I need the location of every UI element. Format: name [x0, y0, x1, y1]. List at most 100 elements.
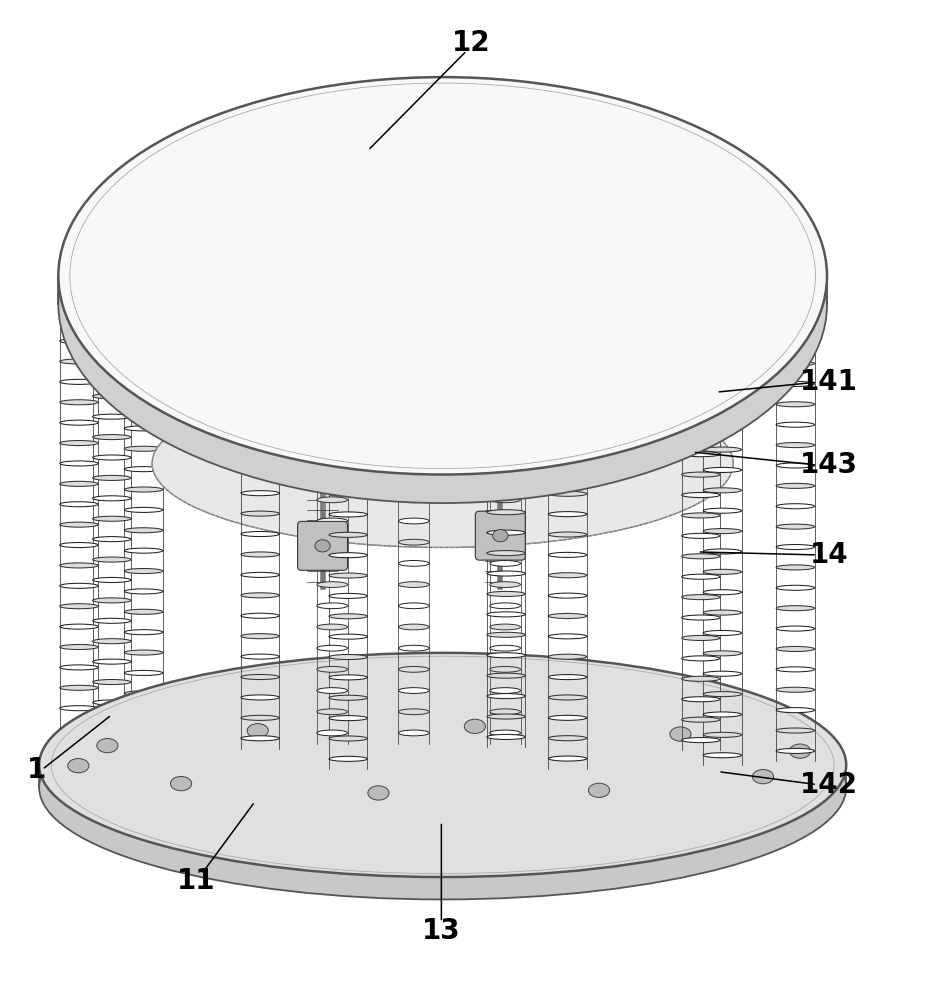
Ellipse shape	[489, 688, 521, 693]
Ellipse shape	[548, 512, 587, 517]
Ellipse shape	[317, 539, 348, 545]
Text: 11: 11	[177, 867, 216, 895]
Ellipse shape	[124, 385, 163, 390]
Ellipse shape	[776, 422, 815, 427]
Ellipse shape	[776, 544, 815, 550]
Ellipse shape	[776, 524, 815, 529]
Ellipse shape	[59, 604, 98, 609]
Ellipse shape	[703, 590, 741, 595]
Ellipse shape	[92, 720, 131, 725]
Ellipse shape	[489, 603, 521, 609]
Ellipse shape	[682, 513, 720, 518]
Ellipse shape	[92, 741, 131, 746]
Ellipse shape	[776, 687, 815, 692]
Ellipse shape	[59, 318, 98, 323]
Ellipse shape	[489, 624, 521, 630]
Ellipse shape	[124, 548, 163, 553]
Ellipse shape	[317, 327, 348, 333]
Ellipse shape	[240, 695, 279, 700]
Ellipse shape	[548, 654, 587, 659]
Ellipse shape	[776, 585, 815, 590]
Ellipse shape	[124, 630, 163, 635]
Ellipse shape	[240, 491, 279, 496]
Ellipse shape	[240, 572, 279, 577]
Ellipse shape	[548, 532, 587, 537]
Ellipse shape	[124, 344, 163, 349]
Ellipse shape	[329, 675, 368, 680]
Ellipse shape	[682, 656, 720, 661]
Ellipse shape	[240, 389, 279, 394]
Ellipse shape	[548, 634, 587, 639]
Ellipse shape	[489, 455, 521, 460]
Ellipse shape	[92, 680, 131, 685]
Ellipse shape	[317, 433, 348, 439]
Ellipse shape	[124, 589, 163, 594]
Ellipse shape	[92, 618, 131, 623]
Ellipse shape	[124, 467, 163, 472]
Ellipse shape	[124, 691, 163, 696]
Ellipse shape	[317, 497, 348, 503]
Ellipse shape	[317, 645, 348, 651]
Ellipse shape	[59, 624, 98, 629]
Ellipse shape	[399, 582, 429, 587]
Ellipse shape	[124, 426, 163, 431]
Ellipse shape	[240, 552, 279, 557]
Ellipse shape	[329, 736, 368, 741]
Ellipse shape	[399, 560, 429, 566]
Ellipse shape	[59, 420, 98, 425]
Ellipse shape	[329, 614, 368, 619]
Ellipse shape	[548, 756, 587, 761]
Ellipse shape	[329, 716, 368, 721]
Ellipse shape	[92, 659, 131, 664]
Ellipse shape	[124, 752, 163, 757]
Ellipse shape	[548, 369, 587, 374]
Ellipse shape	[487, 530, 525, 535]
Ellipse shape	[776, 565, 815, 570]
Ellipse shape	[703, 508, 741, 513]
Ellipse shape	[399, 327, 429, 333]
Ellipse shape	[399, 624, 429, 630]
Ellipse shape	[124, 609, 163, 614]
Ellipse shape	[703, 651, 741, 656]
Ellipse shape	[325, 381, 339, 391]
Ellipse shape	[548, 389, 587, 394]
Ellipse shape	[489, 666, 521, 672]
Ellipse shape	[39, 675, 846, 899]
FancyBboxPatch shape	[298, 521, 348, 570]
Text: 13: 13	[422, 917, 461, 945]
Ellipse shape	[776, 402, 815, 407]
Ellipse shape	[489, 476, 521, 481]
Ellipse shape	[240, 429, 279, 434]
Text: 12: 12	[453, 29, 490, 57]
FancyBboxPatch shape	[475, 353, 525, 407]
Ellipse shape	[399, 645, 429, 651]
Ellipse shape	[489, 518, 521, 524]
Ellipse shape	[399, 391, 429, 397]
Ellipse shape	[92, 475, 131, 480]
Ellipse shape	[92, 598, 131, 603]
Ellipse shape	[68, 759, 89, 773]
Ellipse shape	[489, 327, 521, 333]
Ellipse shape	[487, 551, 525, 556]
Ellipse shape	[487, 428, 525, 433]
Ellipse shape	[489, 560, 521, 566]
Ellipse shape	[92, 496, 131, 501]
Ellipse shape	[92, 537, 131, 542]
Ellipse shape	[124, 507, 163, 512]
Ellipse shape	[152, 379, 734, 547]
Ellipse shape	[776, 483, 815, 488]
Ellipse shape	[682, 309, 720, 314]
Ellipse shape	[682, 370, 720, 375]
Ellipse shape	[548, 593, 587, 598]
Ellipse shape	[240, 593, 279, 598]
Ellipse shape	[329, 573, 368, 578]
Ellipse shape	[682, 452, 720, 457]
Ellipse shape	[399, 709, 429, 715]
Ellipse shape	[776, 320, 815, 325]
Ellipse shape	[317, 476, 348, 481]
Ellipse shape	[329, 512, 368, 517]
Ellipse shape	[329, 634, 368, 639]
Ellipse shape	[399, 455, 429, 460]
Ellipse shape	[776, 626, 815, 631]
Ellipse shape	[487, 469, 525, 474]
